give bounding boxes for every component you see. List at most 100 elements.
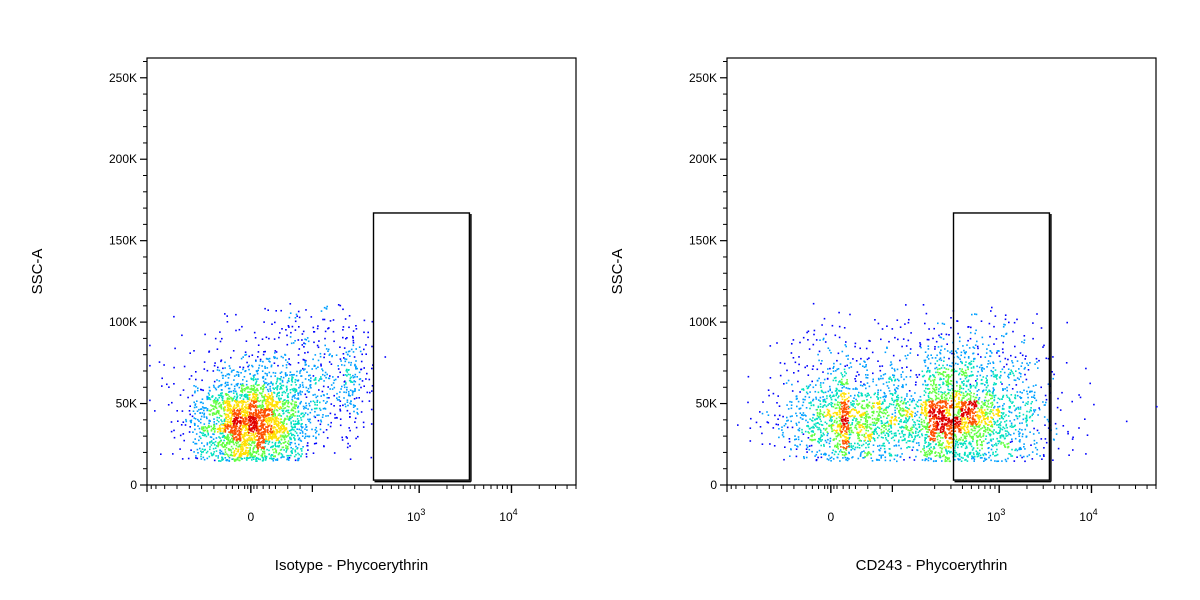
event-dot — [815, 398, 818, 400]
event-dot — [939, 384, 941, 386]
event-dot — [226, 410, 229, 412]
event-dot — [325, 308, 328, 310]
event-dot — [217, 442, 220, 445]
event-dot — [970, 370, 973, 373]
event-dot — [886, 346, 888, 349]
event-dot — [233, 433, 235, 436]
event-dot — [1026, 423, 1028, 426]
event-dot — [311, 408, 313, 411]
event-dot — [304, 361, 307, 364]
event-dot — [235, 438, 238, 441]
event-dot — [995, 376, 997, 378]
event-dot — [271, 384, 274, 386]
event-dot — [912, 398, 914, 400]
event-dot — [855, 360, 858, 362]
event-dot — [224, 457, 227, 459]
event-dot — [832, 370, 835, 372]
event-dot — [1002, 404, 1004, 407]
event-dot — [896, 460, 898, 463]
event-dot — [820, 420, 822, 423]
event-dot — [235, 432, 237, 434]
event-dot — [371, 345, 373, 348]
event-dot — [230, 412, 233, 414]
event-dot — [906, 407, 908, 409]
event-dot — [925, 437, 927, 439]
event-dot — [372, 364, 374, 366]
event-dot — [255, 446, 258, 448]
event-dot — [875, 384, 878, 386]
event-dot — [231, 422, 234, 425]
event-dot — [209, 420, 211, 422]
event-dot — [865, 374, 867, 376]
event-dot — [831, 324, 834, 327]
event-dot — [924, 459, 926, 462]
event-dot — [992, 383, 995, 386]
event-dot — [239, 421, 242, 424]
event-dot — [265, 395, 267, 398]
event-dot — [243, 395, 246, 398]
event-dot — [279, 382, 282, 385]
event-dot — [908, 404, 911, 406]
event-dot — [286, 343, 289, 346]
event-dot — [281, 421, 284, 424]
event-dot — [1012, 372, 1014, 375]
event-dot — [222, 377, 224, 379]
event-dot — [333, 386, 336, 389]
event-dot — [894, 392, 896, 394]
event-dot — [882, 444, 884, 447]
event-dot — [213, 386, 215, 388]
event-dot — [284, 427, 286, 429]
gate-rectangle[interactable] — [372, 212, 471, 481]
event-dot — [1035, 357, 1038, 360]
event-dot — [369, 391, 371, 394]
event-dot — [850, 401, 852, 404]
event-dot — [271, 437, 273, 439]
event-dot — [232, 440, 234, 442]
event-dot — [923, 445, 925, 447]
event-dot — [240, 447, 242, 449]
event-dot — [255, 424, 258, 426]
event-dot — [939, 357, 942, 359]
event-dot — [295, 432, 298, 434]
event-dot — [870, 396, 872, 399]
x-tick-label: 103 — [987, 507, 1005, 524]
event-dot — [230, 418, 232, 421]
event-dot — [227, 455, 230, 458]
event-dot — [329, 375, 331, 377]
event-dot — [255, 452, 258, 454]
event-dot — [266, 367, 269, 369]
event-dot — [224, 375, 227, 377]
event-dot — [223, 420, 226, 422]
event-dot — [290, 417, 292, 420]
event-dot — [833, 395, 835, 397]
event-dot — [848, 458, 850, 460]
event-dot — [246, 396, 249, 399]
event-dot — [360, 360, 363, 363]
event-dot — [810, 444, 813, 447]
event-dot — [984, 356, 987, 358]
event-dot — [1008, 410, 1010, 413]
event-dot — [181, 410, 184, 412]
event-dot — [253, 395, 255, 398]
event-dot — [321, 368, 323, 370]
event-dot — [994, 421, 996, 424]
event-dot — [861, 394, 864, 397]
event-dot — [942, 382, 945, 385]
event-dot — [908, 432, 911, 434]
event-dot — [274, 415, 276, 417]
event-dot — [295, 389, 298, 391]
event-dot — [890, 426, 892, 428]
event-dot — [243, 426, 246, 428]
event-dot — [897, 429, 900, 432]
event-dot — [1030, 444, 1032, 446]
event-dot — [820, 424, 823, 426]
event-dot — [805, 415, 807, 417]
event-dot — [840, 372, 843, 374]
event-dot — [969, 331, 972, 334]
event-dot — [874, 424, 876, 426]
event-dot — [236, 433, 239, 436]
event-dot — [280, 384, 283, 387]
event-dot — [901, 432, 903, 434]
event-dot — [854, 345, 856, 348]
event-dot — [295, 313, 298, 316]
